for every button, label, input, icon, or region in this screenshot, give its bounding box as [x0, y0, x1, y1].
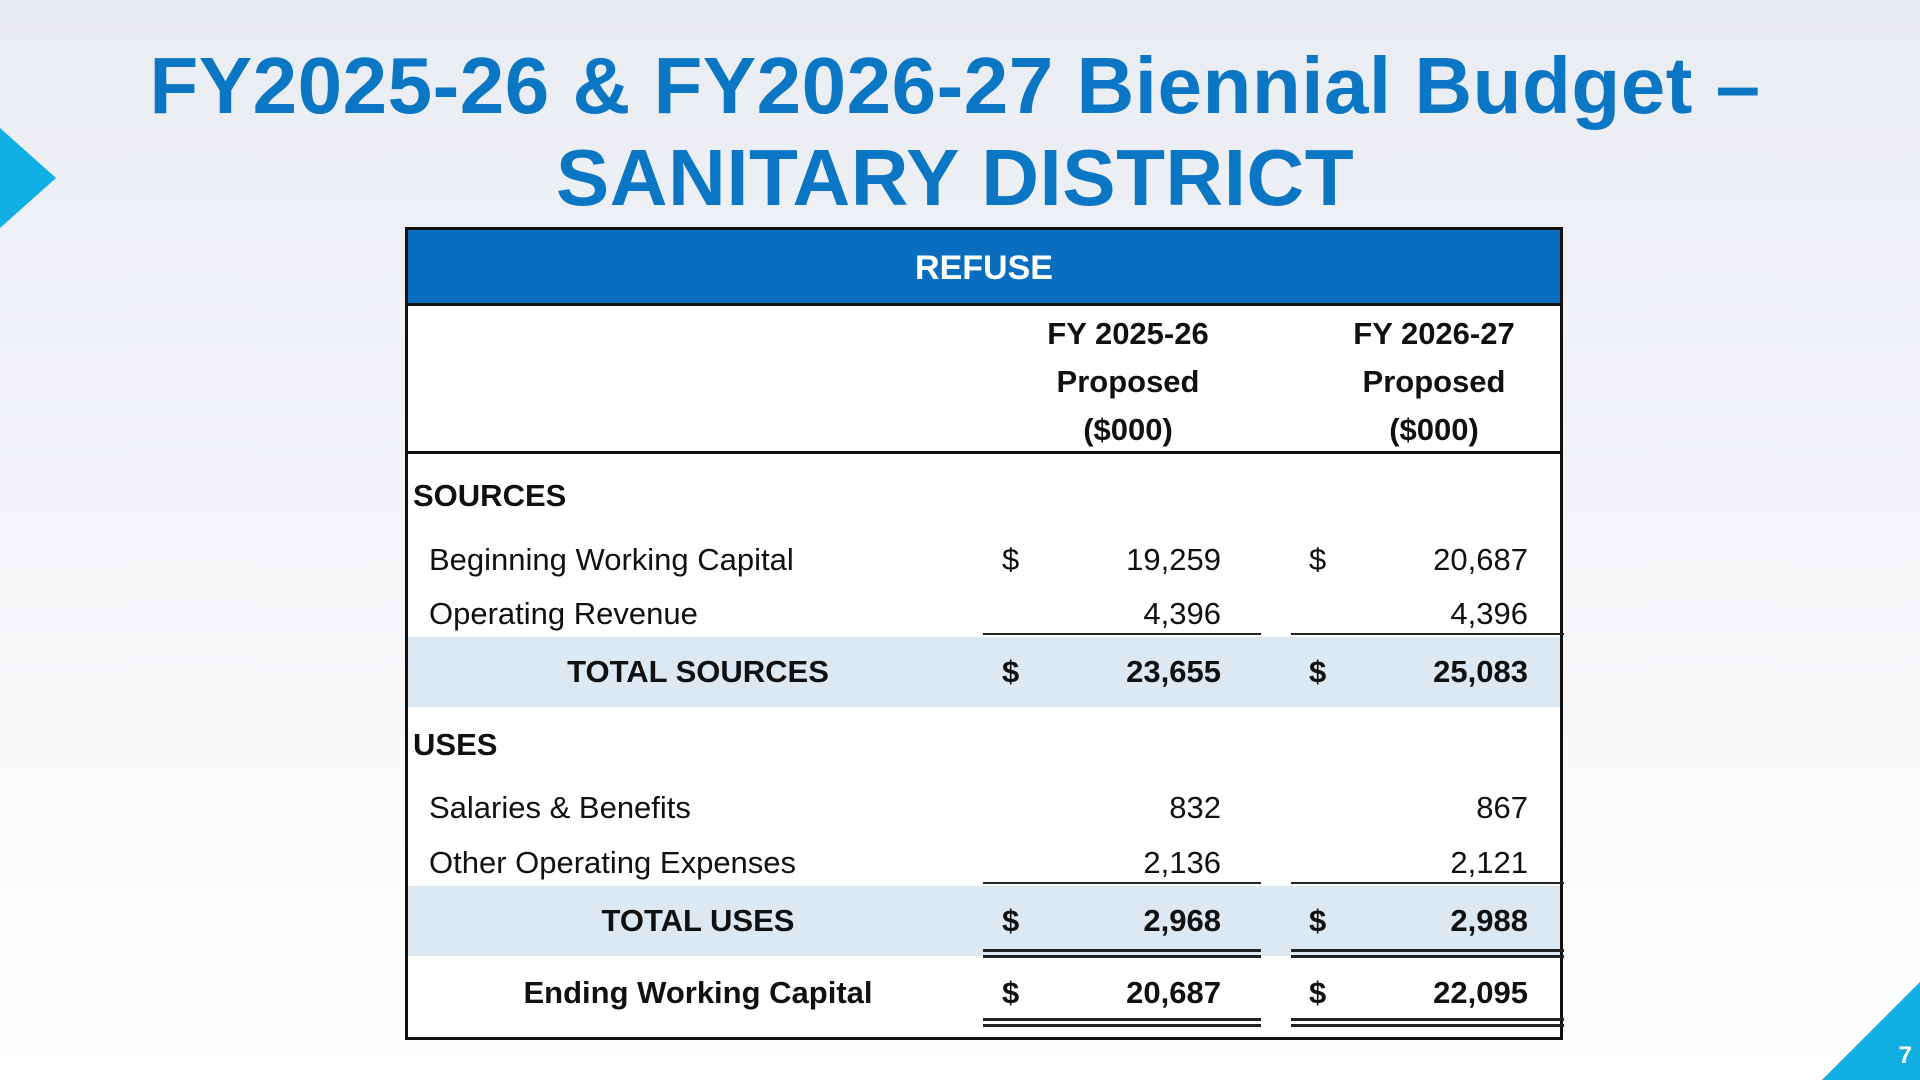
- total-sources-row: TOTAL SOURCES $ 23,655 $ 25,083: [408, 637, 1560, 707]
- value-fy2025-26: 23,655: [1126, 654, 1221, 689]
- value-fy2026-27: 4,396: [1450, 596, 1528, 631]
- dollar-sign: $: [1002, 903, 1020, 938]
- salaries-benefits-row: Salaries & Benefits 832 867: [408, 778, 1560, 838]
- sources-label: SOURCES: [413, 478, 567, 513]
- value-fy2026-27: 25,083: [1433, 654, 1528, 689]
- dollar-sign: $: [1002, 542, 1020, 577]
- subtotal-underline: [1291, 882, 1564, 884]
- subtotal-underline: [983, 882, 1261, 884]
- value-fy2025-26: 19,259: [1126, 542, 1221, 577]
- table-header: REFUSE: [408, 230, 1560, 306]
- row-label: Other Operating Expenses: [429, 845, 797, 880]
- dollar-sign: $: [1002, 654, 1020, 689]
- value-fy2025-26: 2,968: [1143, 903, 1221, 938]
- slide-title-line-2: SANITARY DISTRICT: [555, 133, 1355, 222]
- total-double-underline: [1291, 949, 1564, 958]
- column-header-fy2025-26: FY 2025-26 Proposed ($000): [978, 310, 1278, 454]
- value-fy2025-26: 2,136: [1143, 845, 1221, 880]
- uses-section-row: USES: [408, 715, 1560, 775]
- ending-working-capital-row: Ending Working Capital $ 20,687 $ 22,095: [408, 960, 1560, 1026]
- other-operating-expenses-row: Other Operating Expenses 2,136 2,121: [408, 835, 1560, 891]
- total-double-underline: [983, 1018, 1261, 1027]
- row-label: TOTAL SOURCES: [567, 654, 829, 689]
- column-header-line: Proposed: [1056, 364, 1200, 399]
- dollar-sign: $: [1309, 975, 1327, 1010]
- header-divider: [408, 451, 1560, 454]
- row-label: Beginning Working Capital: [429, 542, 794, 577]
- beginning-working-capital-row: Beginning Working Capital $ 19,259 $ 20,…: [408, 530, 1560, 590]
- left-arrow-decoration: [0, 128, 56, 228]
- value-fy2026-27: 20,687: [1433, 542, 1528, 577]
- slide-title: FY2025-26 & FY2026-27 Biennial Budget – …: [0, 40, 1910, 224]
- slide-title-line-1: FY2025-26 & FY2026-27 Biennial Budget –: [149, 41, 1761, 130]
- value-fy2025-26: 832: [1169, 790, 1221, 825]
- dollar-sign: $: [1002, 975, 1020, 1010]
- dollar-sign: $: [1309, 654, 1327, 689]
- value-fy2025-26: 4,396: [1143, 596, 1221, 631]
- row-label: Ending Working Capital: [523, 975, 873, 1010]
- operating-revenue-row: Operating Revenue 4,396 4,396: [408, 586, 1560, 642]
- value-fy2026-27: 2,988: [1450, 903, 1528, 938]
- row-label: Salaries & Benefits: [429, 790, 691, 825]
- column-header-fy2026-27: FY 2026-27 Proposed ($000): [1284, 310, 1584, 454]
- subtotal-underline: [983, 633, 1261, 635]
- total-double-underline: [983, 949, 1261, 958]
- page-number: 7: [1898, 1042, 1912, 1069]
- total-uses-row: TOTAL USES $ 2,968 $ 2,988: [408, 886, 1560, 956]
- row-label: Operating Revenue: [429, 596, 698, 631]
- column-header-line: FY 2026-27: [1353, 316, 1515, 351]
- sources-section-row: SOURCES: [408, 466, 1560, 526]
- dollar-sign: $: [1309, 903, 1327, 938]
- value-fy2026-27: 2,121: [1450, 845, 1528, 880]
- column-header-line: ($000): [1389, 412, 1479, 447]
- column-header-line: Proposed: [1362, 364, 1506, 399]
- value-fy2026-27: 867: [1476, 790, 1528, 825]
- total-double-underline: [1291, 1018, 1564, 1027]
- value-fy2025-26: 20,687: [1126, 975, 1221, 1010]
- corner-triangle-decoration: [1822, 982, 1920, 1080]
- row-label: TOTAL USES: [601, 903, 795, 938]
- subtotal-underline: [1291, 633, 1564, 635]
- dollar-sign: $: [1309, 542, 1327, 577]
- value-fy2026-27: 22,095: [1433, 975, 1528, 1010]
- budget-table: REFUSE FY 2025-26 Proposed ($000) FY 202…: [405, 227, 1564, 1040]
- uses-label: USES: [413, 727, 498, 762]
- column-header-line: FY 2025-26: [1047, 316, 1209, 351]
- column-header-line: ($000): [1083, 412, 1173, 447]
